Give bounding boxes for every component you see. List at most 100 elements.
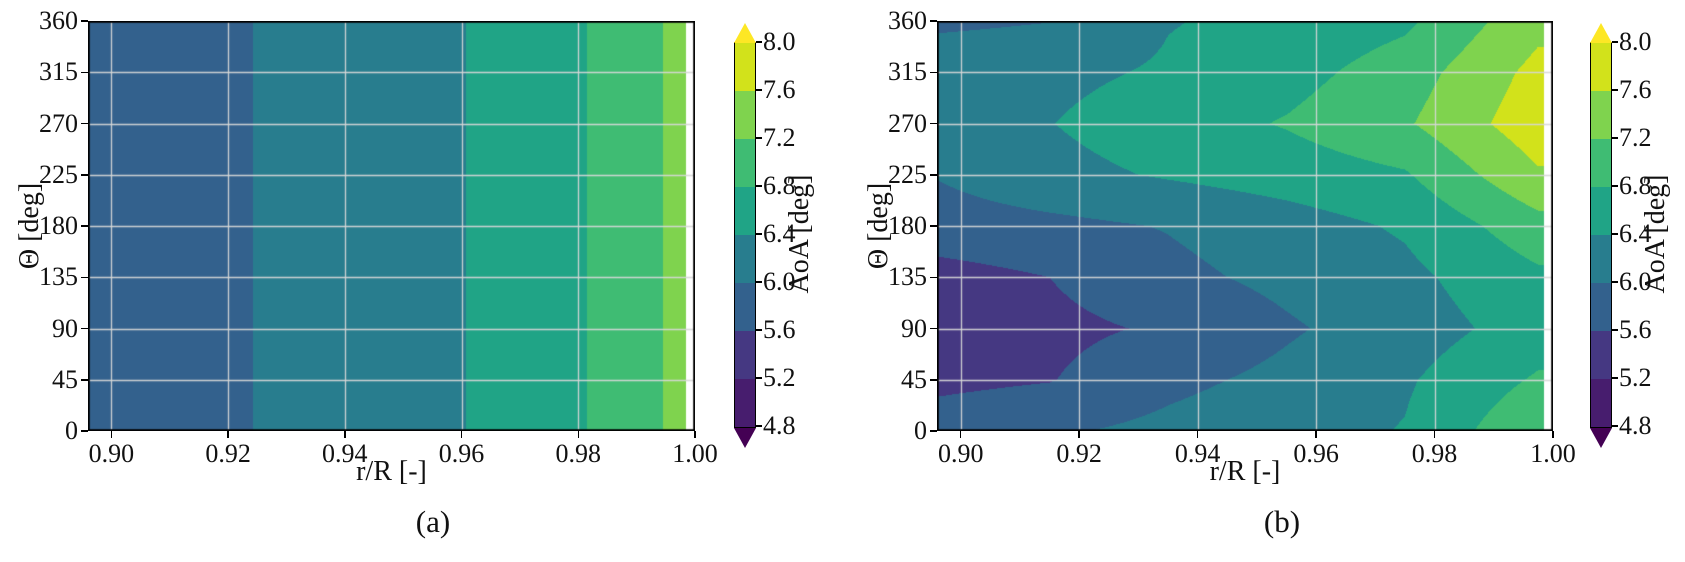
- y-tick: [81, 20, 88, 22]
- colorbar-band: [1591, 379, 1611, 427]
- x-tick-label: 0.96: [1293, 439, 1339, 468]
- contour-canvas-a: [88, 21, 695, 431]
- x-tick-label: 0.98: [1411, 439, 1458, 468]
- colorbar-tick-label: 6.0: [1619, 267, 1652, 296]
- colorbar-tick: [1612, 41, 1618, 43]
- y-tick-label: 270: [888, 108, 927, 138]
- colorbar-tick-label: 5.2: [1619, 363, 1652, 392]
- colorbar-band: [735, 331, 755, 379]
- colorbar-tick: [1612, 185, 1618, 187]
- contour-canvas-b: [937, 21, 1553, 431]
- x-axis-label-b: r/R [-]: [1209, 456, 1281, 487]
- x-tick: [344, 431, 346, 438]
- y-tick: [81, 122, 88, 125]
- colorbar-tick-label: 8.0: [1619, 27, 1652, 56]
- colorbar-over-arrow: [1590, 23, 1612, 43]
- y-tick: [930, 430, 937, 432]
- colorbar-band: [1591, 139, 1611, 187]
- x-tick: [110, 431, 113, 438]
- y-tick: [81, 327, 88, 330]
- colorbar-tick: [756, 41, 762, 43]
- colorbar-tick: [756, 137, 762, 139]
- y-tick-label: 135: [888, 262, 927, 292]
- x-tick: [959, 431, 962, 438]
- colorbar-band: [1591, 43, 1611, 91]
- x-tick: [1078, 431, 1080, 438]
- colorbar-tick-label: 7.6: [1619, 75, 1652, 104]
- colorbar-tick: [1612, 137, 1618, 139]
- x-tick: [1552, 431, 1554, 438]
- axes-b: [937, 21, 1553, 431]
- x-tick-label: 0.92: [1056, 439, 1102, 468]
- y-tick-label: 45: [901, 364, 927, 394]
- colorbar-tick: [1612, 377, 1618, 379]
- colorbar-band: [735, 43, 755, 91]
- y-tick-label: 90: [52, 313, 78, 343]
- colorbar-tick: [1612, 281, 1618, 283]
- x-tick-label: 0.98: [555, 439, 602, 468]
- colorbar-tick: [756, 377, 762, 379]
- colorbar-tick: [1612, 233, 1618, 235]
- colorbar-tick-label: 4.8: [1619, 411, 1652, 440]
- y-tick: [81, 225, 88, 227]
- colorbar-tick-label: 4.8: [763, 411, 796, 440]
- colorbar-tick-label: 6.8: [763, 171, 796, 200]
- colorbar-tick: [756, 329, 762, 331]
- y-tick-label: 270: [39, 108, 78, 138]
- x-tick-label: 0.90: [88, 439, 135, 468]
- y-tick: [930, 379, 937, 381]
- colorbar-tick: [756, 233, 762, 235]
- subplot-a: Θ [deg] r/R [-] AoA [deg] (a) 0.90 0.92 0.…: [0, 0, 830, 562]
- colorbar-tick-label: 8.0: [763, 27, 796, 56]
- y-tick: [81, 379, 88, 381]
- y-tick-label: 45: [52, 364, 78, 394]
- y-tick-label: 0: [914, 416, 927, 445]
- y-tick-label: 360: [888, 6, 927, 35]
- colorbar-over-arrow: [734, 23, 756, 43]
- y-tick: [81, 430, 88, 432]
- caption-a: (a): [415, 504, 451, 539]
- colorbar: [1590, 42, 1612, 428]
- colorbar-tick: [1612, 425, 1618, 427]
- colorbar: [734, 42, 756, 428]
- y-tick-label: 90: [901, 313, 927, 343]
- colorbar-tick: [1612, 329, 1618, 331]
- colorbar-band: [735, 235, 755, 283]
- colorbar-band: [1591, 187, 1611, 235]
- y-tick: [81, 174, 88, 176]
- y-tick-label: 0: [65, 416, 78, 445]
- x-tick: [1315, 431, 1317, 438]
- y-tick: [930, 20, 937, 22]
- x-axis-label-a: r/R [-]: [356, 456, 427, 487]
- x-tick-label: 0.96: [438, 439, 485, 468]
- x-tick-label: 1.00: [672, 439, 718, 468]
- colorbar-tick-label: 5.6: [763, 315, 796, 344]
- x-tick: [1433, 431, 1436, 438]
- y-tick: [930, 225, 937, 227]
- colorbar-under-arrow: [1590, 427, 1612, 448]
- y-tick-label: 135: [39, 262, 78, 292]
- y-tick-label: 180: [888, 211, 927, 240]
- colorbar-tick-label: 7.2: [763, 123, 796, 152]
- y-tick: [930, 276, 937, 278]
- x-tick: [694, 431, 696, 438]
- colorbar-tick-label: 5.6: [1619, 315, 1652, 344]
- colorbar-tick-label: 5.2: [763, 363, 796, 392]
- x-tick-label: 0.92: [205, 439, 251, 468]
- x-tick: [227, 431, 229, 438]
- x-tick: [577, 431, 580, 438]
- x-tick-label: 0.90: [937, 439, 984, 468]
- colorbar-tick-label: 6.0: [763, 267, 796, 296]
- colorbar-tick-label: 6.8: [1619, 171, 1652, 200]
- x-tick-label: 0.94: [322, 439, 368, 468]
- subplot-b: Θ [deg] r/R [-] AoA [deg] (b) 0.90 0.92 0.…: [849, 0, 1685, 562]
- y-tick-label: 315: [39, 57, 78, 87]
- axes-a: [88, 21, 695, 431]
- y-tick: [81, 71, 88, 73]
- colorbar-tick-label: 6.4: [763, 219, 796, 248]
- y-tick-label: 315: [888, 57, 927, 87]
- y-tick: [930, 174, 937, 176]
- caption-b: (b): [1263, 504, 1301, 539]
- colorbar-tick: [756, 185, 762, 187]
